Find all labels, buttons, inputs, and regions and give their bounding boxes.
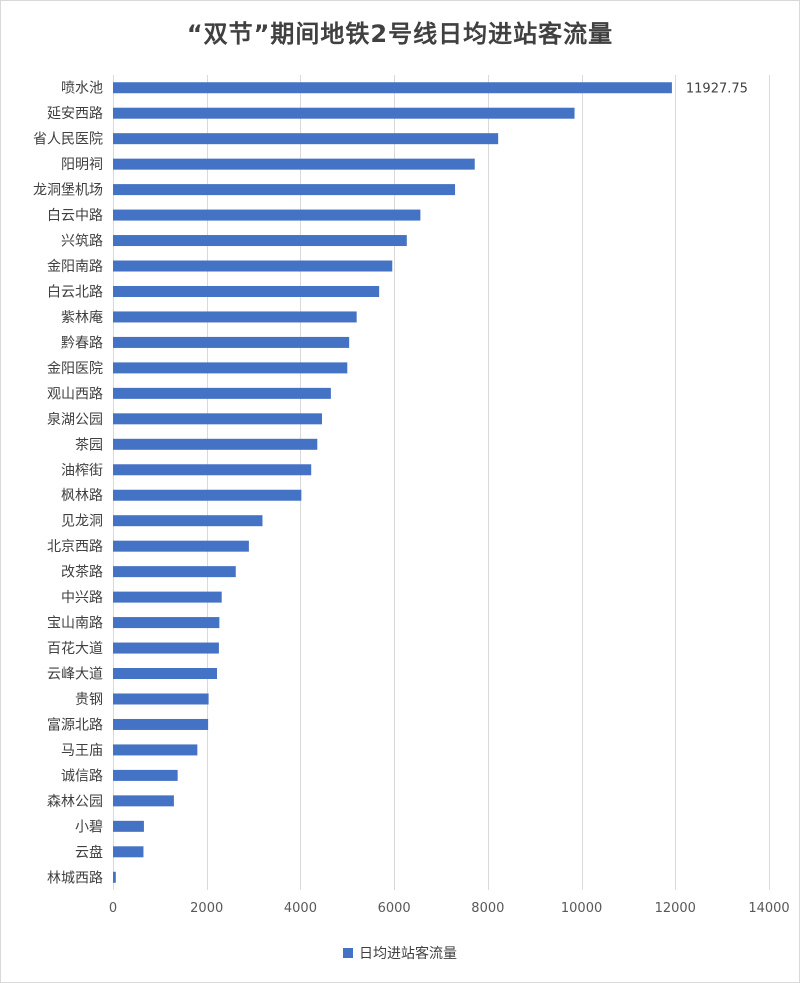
bar: [113, 820, 144, 832]
legend-label: 日均进站客流量: [359, 946, 457, 962]
bar: [113, 642, 219, 654]
bar: [113, 693, 209, 705]
category-label: 紫林庵: [61, 309, 103, 326]
x-tick-label: 6000: [378, 901, 411, 916]
category-label: 金阳南路: [47, 259, 103, 275]
bar: [113, 133, 499, 145]
category-label: 黔春路: [61, 335, 103, 351]
category-label: 贵钢: [75, 692, 103, 708]
category-label: 观山西路: [47, 386, 103, 402]
x-tick-label: 14000: [748, 901, 789, 916]
category-label: 诚信路: [61, 768, 103, 784]
bar: [113, 795, 174, 807]
category-label: 龙洞堡机场: [33, 183, 103, 199]
chart-title: “双节”期间地铁2号线日均进站客流量: [186, 20, 614, 48]
bar: [113, 566, 236, 578]
bar: [113, 591, 222, 603]
category-label: 改茶路: [61, 565, 103, 581]
x-tick-label: 2000: [190, 901, 223, 916]
bar: [113, 387, 331, 399]
bar: [113, 769, 178, 781]
x-axis-tick-labels: 0 2000 4000 6000 8000 10000 12000 14000: [109, 901, 790, 916]
category-label: 泉湖公园: [47, 411, 103, 428]
x-tick-label: 8000: [471, 901, 504, 916]
legend: 日均进站客流量: [0, 943, 800, 963]
bar: [113, 285, 380, 297]
category-label: 云盘: [75, 844, 103, 861]
category-label: 白云中路: [47, 208, 103, 224]
category-label: 喷水池: [61, 81, 103, 97]
category-label: 省人民医院: [33, 132, 103, 148]
category-label: 宝山南路: [47, 616, 103, 632]
category-label: 马王庙: [61, 743, 103, 759]
category-label: 白云北路: [47, 284, 103, 300]
bars: [113, 82, 672, 883]
x-tick-label: 12000: [655, 901, 696, 916]
bar: [113, 846, 144, 858]
category-label: 阳明祠: [61, 157, 103, 173]
bar: [113, 438, 318, 450]
bar: [113, 184, 456, 196]
category-label: 林城西路: [47, 870, 103, 886]
bar: [113, 209, 421, 221]
category-label: 见龙洞: [61, 514, 103, 530]
data-labels: 11927.75: [686, 82, 748, 97]
category-label: 北京西路: [47, 539, 103, 555]
category-label: 油榨街: [61, 462, 103, 479]
bar: [113, 158, 475, 170]
bar: [113, 260, 393, 272]
bar: [113, 718, 209, 730]
category-label: 金阳医院: [47, 361, 103, 377]
gridlines: [113, 75, 770, 890]
category-label: 延安西路: [47, 106, 103, 122]
bar: [113, 464, 312, 476]
bar: [113, 515, 263, 527]
bar: [113, 107, 575, 119]
bar: [113, 336, 350, 348]
bar: [113, 871, 116, 883]
bar: [113, 311, 357, 323]
category-label: 森林公园: [47, 794, 103, 810]
bar: [113, 668, 218, 680]
category-label: 富源北路: [47, 716, 103, 733]
x-tick-label: 0: [109, 901, 117, 916]
bar: [113, 413, 322, 425]
bar: [113, 540, 249, 552]
bar: [113, 362, 348, 374]
category-label: 枫林路: [61, 488, 103, 504]
bar: [113, 489, 302, 501]
category-label: 云峰大道: [47, 667, 103, 683]
category-labels: 喷水池延安西路省人民医院阳明祠龙洞堡机场白云中路兴筑路金阳南路白云北路紫林庵黔春…: [33, 81, 103, 887]
bar: [113, 82, 672, 94]
category-label: 中兴路: [61, 590, 103, 606]
x-tick-label: 10000: [561, 901, 602, 916]
legend-swatch: [343, 948, 353, 958]
category-label: 兴筑路: [61, 234, 103, 250]
category-label: 小碧: [75, 819, 103, 835]
x-tick-label: 4000: [284, 901, 317, 916]
bar: [113, 617, 220, 629]
category-label: 茶园: [75, 437, 103, 453]
category-label: 百花大道: [47, 641, 103, 657]
data-label: 11927.75: [686, 82, 748, 97]
bar: [113, 235, 407, 247]
bar: [113, 744, 198, 756]
